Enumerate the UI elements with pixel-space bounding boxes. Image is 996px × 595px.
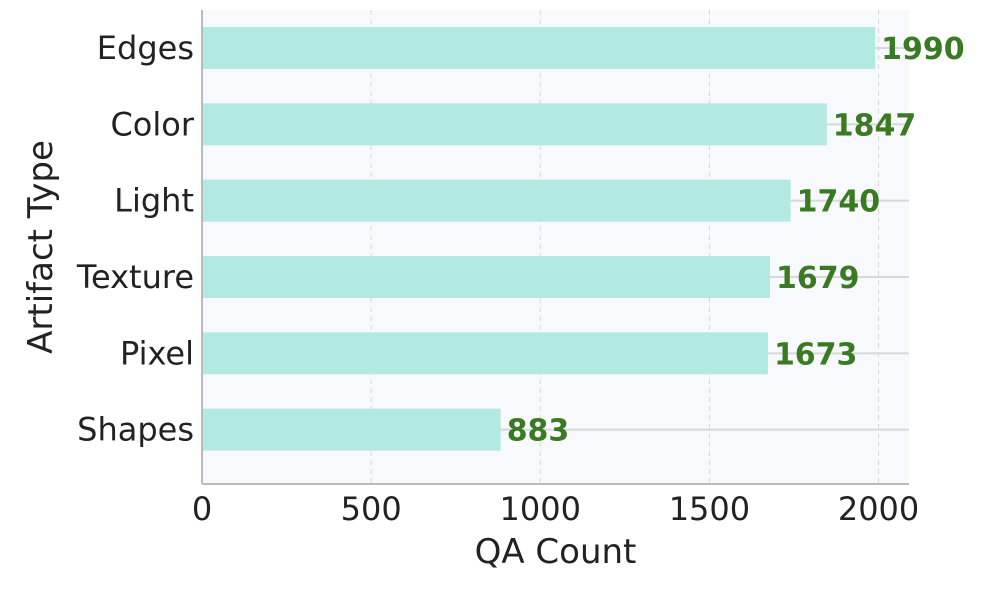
bar-pixel	[202, 332, 768, 375]
x-tick-label: 0	[192, 490, 212, 528]
data-label-shapes: 883	[507, 414, 570, 449]
bar-light	[202, 179, 791, 222]
data-label-light: 1740	[797, 185, 881, 220]
x-tick-label: 1000	[500, 490, 581, 528]
bar-color	[202, 103, 827, 146]
bar-shapes	[202, 408, 501, 451]
y-tick-label: Edges	[97, 29, 194, 67]
axes	[201, 10, 909, 485]
y-tick-label: Pixel	[120, 334, 194, 372]
x-tick-label: 1500	[669, 490, 750, 528]
data-label-edges: 1990	[881, 32, 965, 67]
x-axis-title: QA Count	[475, 532, 637, 572]
data-label-color: 1847	[833, 108, 917, 143]
y-tick-label: Light	[114, 182, 194, 220]
y-tick-label: Color	[110, 105, 194, 143]
bar-edges	[202, 27, 876, 69]
data-label-pixel: 1673	[774, 337, 858, 372]
data-labels: 1990 1847 1740 1679 1673 883	[507, 32, 965, 449]
y-tick-label: Shapes	[77, 411, 194, 449]
bar-texture	[202, 256, 770, 298]
x-tick-label: 500	[341, 490, 402, 528]
x-tick-label: 2000	[838, 490, 919, 528]
bars	[202, 27, 876, 451]
y-axis-title: Artifact Type	[21, 140, 61, 354]
plot-area	[202, 10, 909, 484]
tick-labels: 0 500 1000 1500 2000 Edges Color Light Texture Pi…	[76, 29, 919, 528]
y-tick-label: Texture	[76, 258, 194, 296]
data-label-texture: 1679	[776, 261, 860, 296]
